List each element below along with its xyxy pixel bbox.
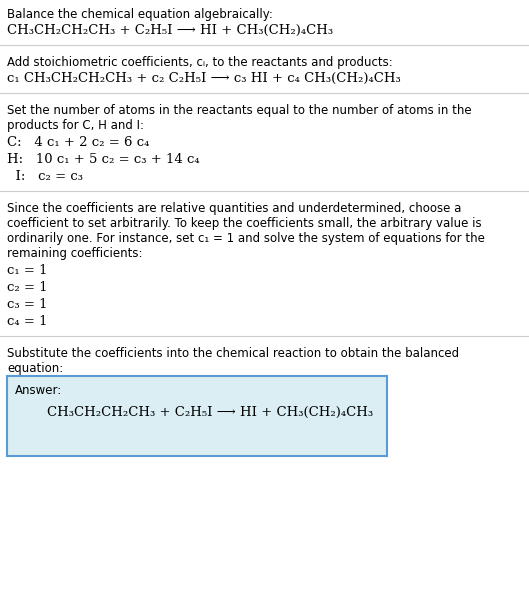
Text: remaining coefficients:: remaining coefficients: bbox=[7, 247, 142, 260]
Text: CH₃CH₂CH₂CH₃ + C₂H₅I ⟶ HI + CH₃(CH₂)₄CH₃: CH₃CH₂CH₂CH₃ + C₂H₅I ⟶ HI + CH₃(CH₂)₄CH₃ bbox=[47, 406, 373, 419]
Bar bbox=[7, 376, 387, 456]
Text: equation:: equation: bbox=[7, 362, 63, 375]
Text: Since the coefficients are relative quantities and underdetermined, choose a: Since the coefficients are relative quan… bbox=[7, 202, 461, 215]
Text: c₂ = 1: c₂ = 1 bbox=[7, 281, 48, 294]
Text: c₃ = 1: c₃ = 1 bbox=[7, 298, 48, 311]
Text: I:   c₂ = c₃: I: c₂ = c₃ bbox=[7, 170, 83, 183]
Text: coefficient to set arbitrarily. To keep the coefficients small, the arbitrary va: coefficient to set arbitrarily. To keep … bbox=[7, 217, 481, 230]
Text: Balance the chemical equation algebraically:: Balance the chemical equation algebraica… bbox=[7, 8, 273, 21]
Text: c₁ CH₃CH₂CH₂CH₃ + c₂ C₂H₅I ⟶ c₃ HI + c₄ CH₃(CH₂)₄CH₃: c₁ CH₃CH₂CH₂CH₃ + c₂ C₂H₅I ⟶ c₃ HI + c₄ … bbox=[7, 72, 401, 85]
Text: Substitute the coefficients into the chemical reaction to obtain the balanced: Substitute the coefficients into the che… bbox=[7, 347, 459, 360]
Text: c₄ = 1: c₄ = 1 bbox=[7, 315, 48, 328]
Text: H:   10 c₁ + 5 c₂ = c₃ + 14 c₄: H: 10 c₁ + 5 c₂ = c₃ + 14 c₄ bbox=[7, 153, 199, 166]
Text: Add stoichiometric coefficients, cᵢ, to the reactants and products:: Add stoichiometric coefficients, cᵢ, to … bbox=[7, 56, 393, 69]
Text: Set the number of atoms in the reactants equal to the number of atoms in the: Set the number of atoms in the reactants… bbox=[7, 104, 472, 117]
Text: c₁ = 1: c₁ = 1 bbox=[7, 264, 48, 277]
Text: CH₃CH₂CH₂CH₃ + C₂H₅I ⟶ HI + CH₃(CH₂)₄CH₃: CH₃CH₂CH₂CH₃ + C₂H₅I ⟶ HI + CH₃(CH₂)₄CH₃ bbox=[7, 24, 333, 37]
Text: Answer:: Answer: bbox=[15, 384, 62, 397]
Text: products for C, H and I:: products for C, H and I: bbox=[7, 119, 144, 132]
Text: ordinarily one. For instance, set c₁ = 1 and solve the system of equations for t: ordinarily one. For instance, set c₁ = 1… bbox=[7, 232, 485, 245]
Text: C:   4 c₁ + 2 c₂ = 6 c₄: C: 4 c₁ + 2 c₂ = 6 c₄ bbox=[7, 136, 149, 149]
